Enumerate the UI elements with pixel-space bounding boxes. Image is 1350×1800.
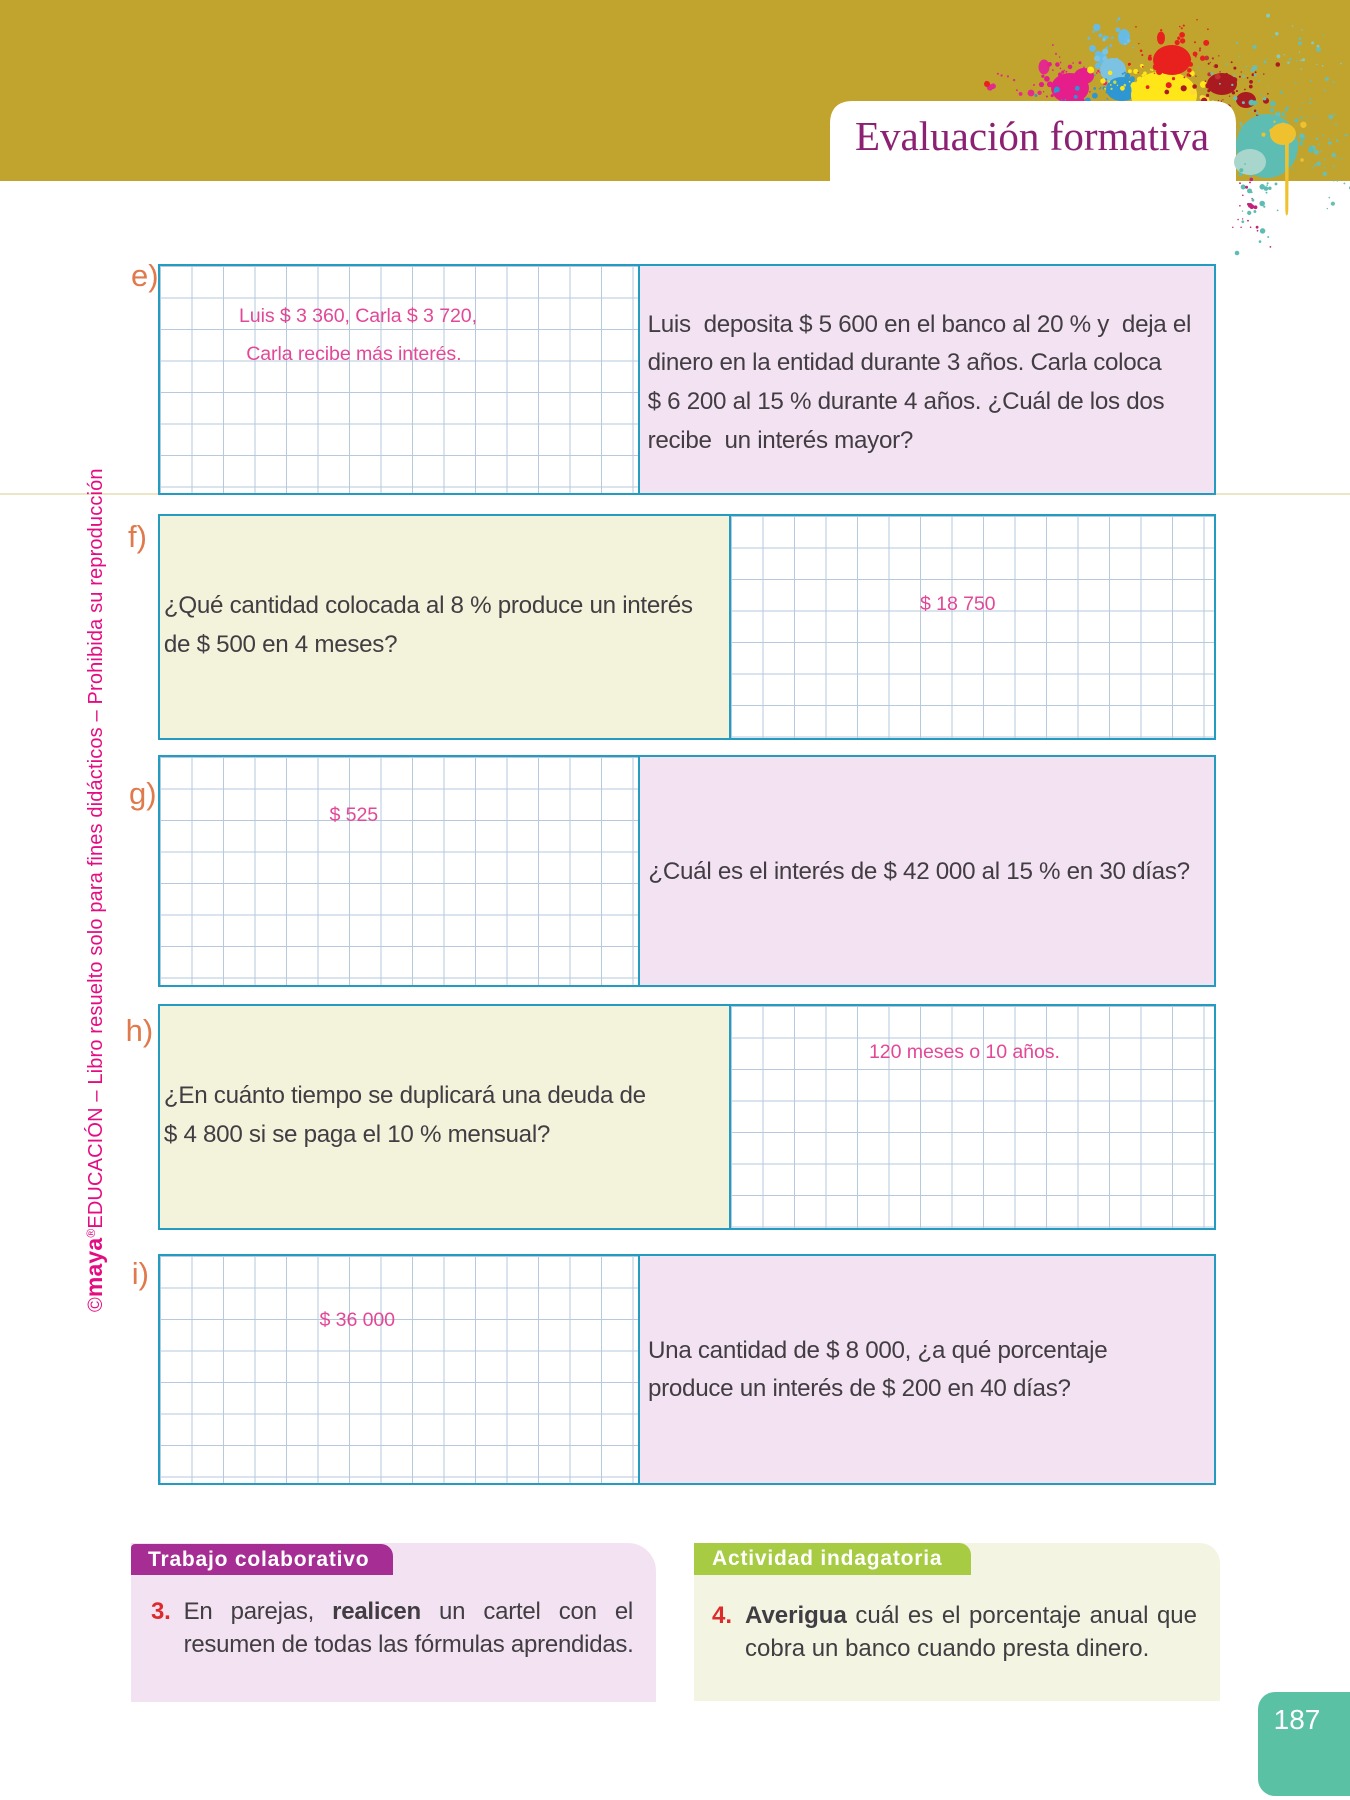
svg-text:Evaluación formativa: Evaluación formativa bbox=[855, 113, 1209, 159]
